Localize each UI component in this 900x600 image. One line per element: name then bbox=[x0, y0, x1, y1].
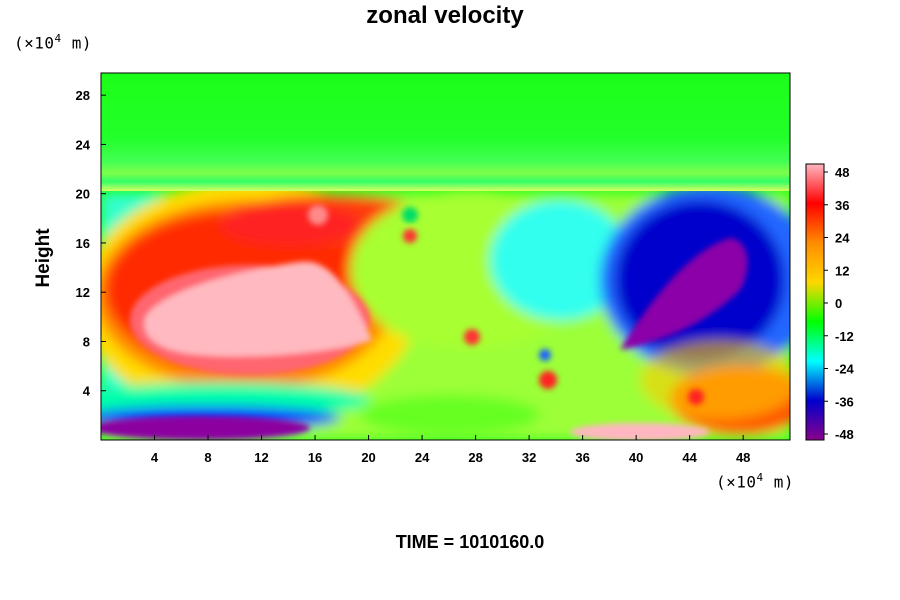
colorbar: 48 36 24 12 0 -12 -24 -36 -48 bbox=[805, 163, 855, 442]
x-tick-label: 40 bbox=[629, 450, 643, 465]
y-tick-label: 24 bbox=[76, 137, 91, 152]
y-tick-label: 28 bbox=[76, 88, 90, 103]
colorbar-tick-label: 24 bbox=[835, 231, 850, 246]
x-tick-label: 32 bbox=[522, 450, 536, 465]
heatmap-field bbox=[101, 73, 790, 440]
colorbar-tick-label: -12 bbox=[835, 329, 854, 344]
surface-westerlies bbox=[570, 423, 710, 440]
y-tick-label: 4 bbox=[83, 384, 91, 399]
x-tick-label: 20 bbox=[361, 450, 375, 465]
time-annotation: TIME = 1010160.0 bbox=[395, 532, 545, 552]
x-tick-label: 8 bbox=[204, 450, 211, 465]
y-unit-prefix: (×10 bbox=[14, 33, 55, 53]
x-unit-exponent: 4 bbox=[756, 471, 764, 484]
x-axis-unit: (×104 m) bbox=[716, 471, 794, 491]
colorbar-tick-label: 12 bbox=[835, 263, 849, 278]
y-tick-label: 16 bbox=[76, 236, 90, 251]
y-tick-label: 12 bbox=[76, 285, 90, 300]
y-ticks: 4 8 12 16 20 24 28 bbox=[76, 88, 106, 399]
x-tick-label: 44 bbox=[682, 450, 697, 465]
colorbar-tick-label: -48 bbox=[835, 427, 854, 442]
y-tick-label: 20 bbox=[76, 187, 90, 202]
y-axis-unit: (×104 m) bbox=[14, 32, 92, 52]
x-tick-label: 36 bbox=[575, 450, 589, 465]
y-tick-label: 8 bbox=[83, 334, 90, 349]
x-ticks: 4 8 12 16 20 24 28 32 36 40 44 48 bbox=[151, 435, 750, 465]
colorbar-tick-label: 48 bbox=[835, 165, 849, 180]
easterly-jet-core bbox=[620, 238, 748, 350]
chart-title: zonal velocity bbox=[366, 2, 524, 29]
surface-easterlies bbox=[101, 416, 310, 440]
colorbar-tick-label: -24 bbox=[835, 362, 855, 377]
colorbar-tick-label: 0 bbox=[835, 296, 842, 311]
x-unit-suffix: m) bbox=[763, 472, 795, 492]
y-unit-suffix: m) bbox=[61, 33, 93, 53]
x-tick-label: 28 bbox=[468, 450, 482, 465]
colorbar-tick-label: -36 bbox=[835, 394, 854, 409]
x-unit-prefix: (×10 bbox=[716, 472, 757, 492]
y-unit-exponent: 4 bbox=[54, 32, 62, 45]
plot-frame bbox=[100, 72, 791, 441]
x-tick-label: 16 bbox=[308, 450, 322, 465]
x-tick-label: 12 bbox=[254, 450, 268, 465]
westerly-jet-core bbox=[144, 261, 372, 357]
x-tick-label: 48 bbox=[736, 450, 750, 465]
stratosphere-band bbox=[101, 73, 790, 191]
colorbar-tick-label: 36 bbox=[835, 198, 849, 213]
x-tick-label: 24 bbox=[415, 450, 430, 465]
colorbar-gradient bbox=[805, 163, 825, 441]
x-tick-label: 4 bbox=[151, 450, 159, 465]
